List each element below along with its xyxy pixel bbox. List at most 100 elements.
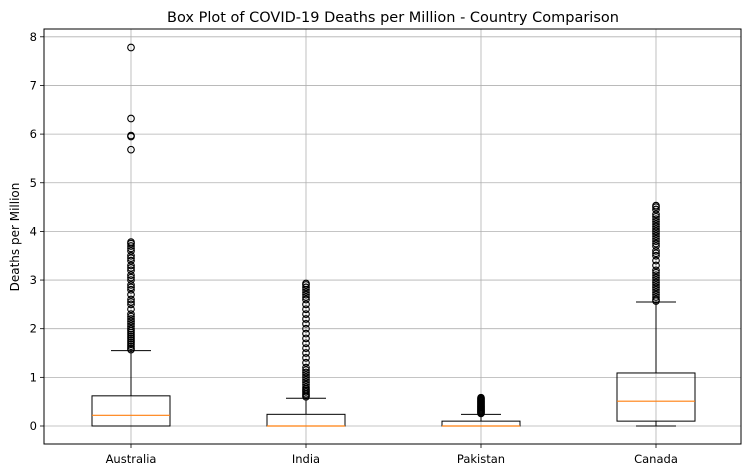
outlier-point <box>127 264 135 272</box>
box-group-india <box>266 279 346 427</box>
outlier-point <box>652 242 660 250</box>
outlier-point <box>127 273 135 282</box>
outlier-point <box>652 217 660 226</box>
outlier-point <box>302 324 310 333</box>
outlier-point <box>302 339 310 348</box>
y-tick-label: 5 <box>30 176 37 190</box>
outlier-point <box>127 254 135 263</box>
outlier-point <box>302 383 310 391</box>
outlier-point <box>302 288 310 297</box>
outlier-point <box>127 242 135 250</box>
outlier-point <box>652 266 660 275</box>
outlier-point <box>652 229 660 238</box>
outlier-point <box>302 378 310 387</box>
outlier-point <box>652 239 660 248</box>
outlier-point <box>652 201 660 210</box>
outlier-point <box>652 215 660 224</box>
outlier-point <box>652 283 660 292</box>
outlier-point <box>652 212 660 221</box>
iqr-box <box>91 395 171 427</box>
outlier-point <box>652 276 660 284</box>
x-tick-label: Australia <box>106 452 157 466</box>
outlier-point <box>127 145 135 154</box>
outlier-point <box>302 354 310 362</box>
outlier-point <box>302 371 310 379</box>
outlier-point <box>652 222 660 231</box>
outlier-point <box>127 238 135 246</box>
outlier-point <box>127 114 135 123</box>
axes-layer: 0 1 2 3 4 5 6 7 8 Australia India Pakistan Canada <box>30 28 742 466</box>
outlier-point <box>652 256 660 265</box>
outlier-point <box>652 278 660 287</box>
outlier-point <box>652 271 660 280</box>
y-tick-label: 8 <box>30 30 37 44</box>
outlier-point <box>302 305 310 314</box>
outlier-point <box>302 290 310 299</box>
iqr-box <box>616 372 696 422</box>
outlier-point <box>302 310 310 318</box>
outlier-point <box>127 315 135 323</box>
outlier-point <box>302 279 310 288</box>
outlier-point <box>127 290 135 299</box>
outlier-point <box>477 393 485 402</box>
outlier-point <box>127 317 135 326</box>
outlier-point <box>302 373 310 382</box>
outlier-point <box>652 295 660 304</box>
box-group-australia <box>91 43 171 427</box>
outlier-point <box>127 131 135 140</box>
outlier-point <box>127 266 135 275</box>
y-tick-label: 1 <box>30 370 37 384</box>
outlier-point <box>127 312 135 321</box>
outlier-point <box>127 305 135 314</box>
x-tick-label: Pakistan <box>457 452 505 466</box>
outlier-point <box>127 281 135 289</box>
box-group-pakistan <box>441 393 521 427</box>
outlier-point <box>652 210 660 219</box>
outlier-point <box>652 288 660 297</box>
outlier-point <box>302 300 310 309</box>
outlier-point <box>652 225 660 233</box>
outlier-point <box>127 310 135 318</box>
outlier-point <box>302 349 310 357</box>
y-axis-label: Deaths per Million <box>8 183 22 292</box>
outlier-point <box>127 283 135 292</box>
outlier-point <box>652 268 660 277</box>
outlier-point <box>127 324 135 333</box>
boxes-layer <box>91 43 696 427</box>
outlier-point <box>127 251 135 260</box>
outlier-point <box>127 247 135 255</box>
x-tick-label: India <box>292 452 320 466</box>
outlier-point <box>652 232 660 241</box>
outlier-point <box>302 319 310 328</box>
outlier-point <box>652 261 660 270</box>
outlier-point <box>127 261 135 270</box>
outlier-point <box>652 234 660 243</box>
outlier-point <box>302 366 310 374</box>
outlier-point <box>652 247 660 255</box>
y-tick-label: 0 <box>30 419 37 433</box>
y-tick-label: 4 <box>30 224 37 238</box>
outlier-point <box>302 315 310 323</box>
outlier-point <box>302 363 310 372</box>
outlier-point <box>127 319 135 328</box>
outlier-point <box>127 300 135 309</box>
outlier-point <box>302 295 310 304</box>
outlier-point <box>302 329 310 338</box>
outlier-point <box>127 43 135 52</box>
outlier-point <box>127 298 135 306</box>
outlier-point <box>127 256 135 265</box>
outlier-point <box>302 375 310 384</box>
plot-frame <box>43 28 742 445</box>
outlier-point <box>302 293 310 301</box>
outlier-point <box>302 283 310 292</box>
outlier-point <box>652 249 660 258</box>
outlier-point <box>302 368 310 377</box>
outlier-point <box>127 285 135 294</box>
outlier-point <box>127 295 135 304</box>
outlier-point <box>652 227 660 236</box>
x-tick-label: Canada <box>634 452 678 466</box>
outlier-point <box>652 293 660 301</box>
y-tick-label: 6 <box>30 127 37 141</box>
outlier-point <box>652 281 660 289</box>
